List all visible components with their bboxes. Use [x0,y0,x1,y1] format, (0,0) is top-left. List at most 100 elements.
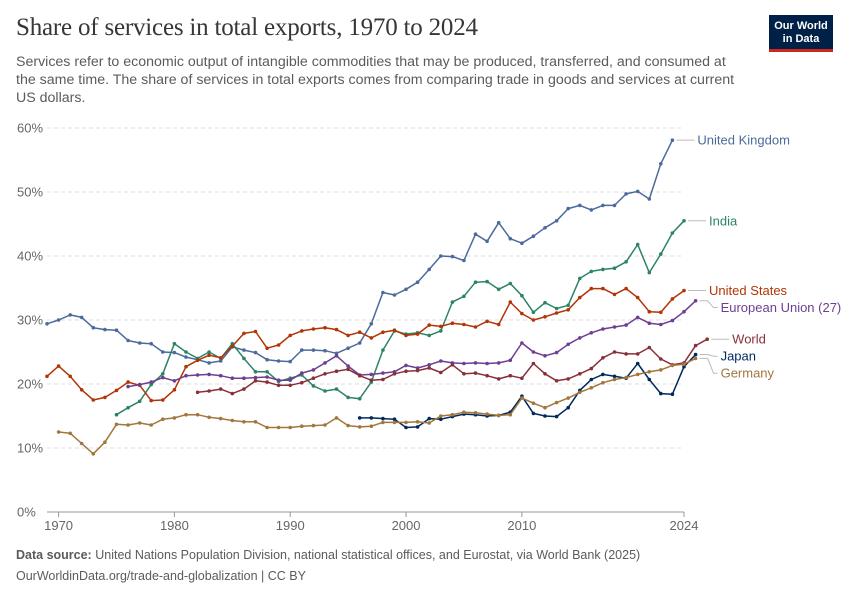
data-point[interactable] [670,138,675,142]
data-point[interactable] [323,389,327,393]
data-point[interactable] [253,420,258,424]
data-point[interactable] [276,378,281,383]
series-label-japan[interactable]: Japan [721,349,756,364]
data-point[interactable] [566,377,570,381]
data-point[interactable] [427,267,432,272]
data-point[interactable] [184,412,188,417]
data-point[interactable] [543,300,547,305]
data-point[interactable] [56,430,61,434]
data-point[interactable] [496,287,501,292]
series-label-germany[interactable]: Germany [721,366,775,381]
series-world[interactable] [195,337,709,396]
data-point[interactable] [381,290,385,295]
data-point[interactable] [311,384,316,388]
data-point[interactable] [462,410,466,415]
data-point[interactable] [566,303,570,308]
data-point[interactable] [79,315,84,320]
data-point[interactable] [161,417,165,422]
data-point[interactable] [207,361,211,365]
data-point[interactable] [439,329,443,333]
data-point[interactable] [659,368,663,372]
data-point[interactable] [612,292,617,297]
series-line-united-kingdom[interactable] [46,139,674,364]
data-point[interactable] [392,417,397,422]
data-point[interactable] [334,351,339,356]
data-point[interactable] [207,350,211,354]
data-point[interactable] [404,425,408,430]
data-point[interactable] [161,350,165,354]
data-point[interactable] [230,376,235,381]
data-point[interactable] [253,350,258,355]
data-point[interactable] [323,372,327,376]
data-point[interactable] [624,323,628,327]
data-point[interactable] [323,348,327,353]
data-point[interactable] [520,376,524,381]
data-point[interactable] [253,370,258,374]
data-point[interactable] [543,405,547,410]
data-point[interactable] [265,357,269,362]
data-point[interactable] [323,361,327,365]
data-point[interactable] [311,327,316,331]
data-point[interactable] [693,343,698,348]
data-point[interactable] [334,327,339,332]
data-point[interactable] [300,348,304,352]
data-point[interactable] [172,379,177,383]
data-point[interactable] [195,390,200,395]
series-united-kingdom[interactable] [45,138,675,365]
data-point[interactable] [334,354,339,358]
data-point[interactable] [601,203,605,208]
owid-logo[interactable]: Our World in Data [769,15,833,52]
data-point[interactable] [369,416,374,420]
series-line-india[interactable] [116,220,685,416]
data-point[interactable] [126,384,130,389]
data-point[interactable] [589,377,594,382]
data-point[interactable] [184,350,188,354]
data-point[interactable] [230,418,235,423]
data-point[interactable] [693,352,698,357]
data-point[interactable] [427,323,432,327]
data-point[interactable] [276,383,281,388]
data-point[interactable] [485,412,489,416]
data-point[interactable] [705,337,709,342]
data-point[interactable] [601,372,605,377]
data-point[interactable] [300,371,304,375]
data-point[interactable] [91,398,96,402]
data-point[interactable] [242,387,246,391]
data-point[interactable] [392,372,397,376]
data-point[interactable] [184,373,188,378]
data-point[interactable] [647,270,652,275]
data-point[interactable] [242,348,246,352]
data-point[interactable] [473,232,478,236]
data-point[interactable] [184,364,188,369]
data-point[interactable] [508,236,513,241]
data-point[interactable] [404,363,408,368]
series-label-world[interactable]: World [732,332,766,347]
data-point[interactable] [265,425,269,430]
data-point[interactable] [589,269,594,274]
data-point[interactable] [450,412,455,417]
data-point[interactable] [230,391,235,396]
data-point[interactable] [103,327,107,332]
data-point[interactable] [404,420,408,425]
data-point[interactable] [172,350,177,355]
data-point[interactable] [357,373,362,378]
data-point[interactable] [415,280,420,285]
data-point[interactable] [635,295,640,300]
data-point[interactable] [207,353,211,358]
data-point[interactable] [647,309,652,314]
data-point[interactable] [288,383,293,388]
data-point[interactable] [624,352,628,356]
data-point[interactable] [485,373,489,378]
data-point[interactable] [404,333,408,338]
data-point[interactable] [381,420,385,425]
series-label-united-states[interactable]: United States [709,283,788,298]
data-point[interactable] [682,219,686,223]
data-point[interactable] [635,352,640,356]
data-point[interactable] [427,333,432,338]
data-point[interactable] [473,371,478,375]
data-point[interactable] [137,399,142,404]
series-germany[interactable] [56,356,698,456]
data-point[interactable] [659,322,663,327]
data-point[interactable] [242,376,246,381]
data-point[interactable] [531,350,536,354]
